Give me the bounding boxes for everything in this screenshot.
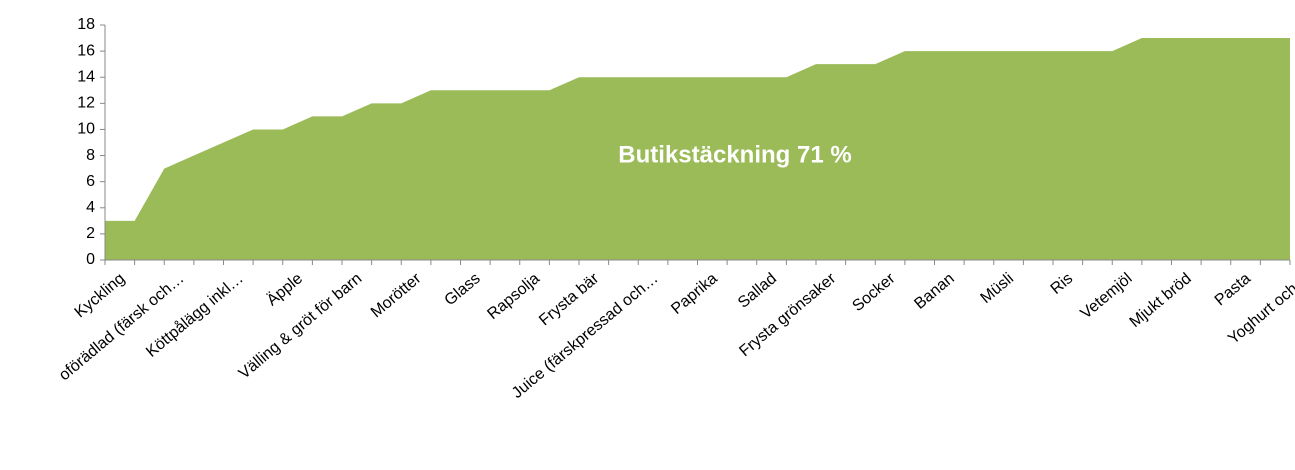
x-tick-label: Socker (849, 270, 899, 315)
y-tick-label: 12 (77, 95, 95, 112)
y-tick-label: 8 (86, 147, 95, 164)
x-tick-label: Müsli (977, 270, 1017, 307)
x-tick-label: Mjukt bröd (1127, 270, 1195, 331)
x-tick-label: Köttpålägg inkl… (143, 269, 247, 361)
x-tick-label: Rapsolja (484, 270, 543, 323)
x-tick-label: Pasta (1212, 270, 1254, 309)
y-tick-label: 6 (86, 173, 95, 190)
y-tick-label: 2 (86, 225, 95, 242)
y-tick-label: 14 (77, 68, 95, 85)
x-tick-label: Kyckling (72, 270, 129, 321)
x-tick-label: Sallad (735, 270, 780, 312)
x-tick-label: Morötter (368, 270, 425, 322)
y-tick-label: 4 (86, 199, 95, 216)
y-tick-label: 0 (86, 251, 95, 268)
x-tick-label: Glass (441, 270, 483, 309)
x-tick-label: Vetemjöl (1078, 270, 1136, 322)
y-tick-label: 16 (77, 42, 95, 59)
x-tick-label: Ris (1048, 270, 1077, 298)
area (105, 38, 1290, 260)
x-tick-label: Paprika (668, 270, 721, 318)
y-tick-label: 18 (77, 16, 95, 33)
annotation: Butikstäckning 71 % (618, 141, 851, 168)
x-tick-label: Banan (911, 270, 957, 313)
y-tick-label: 10 (77, 121, 95, 138)
x-tick-label: Äpple (263, 269, 306, 309)
